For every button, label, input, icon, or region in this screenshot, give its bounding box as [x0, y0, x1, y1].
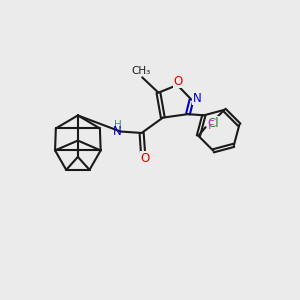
Text: Cl: Cl	[207, 116, 219, 130]
Text: F: F	[208, 119, 214, 132]
Text: O: O	[173, 75, 183, 88]
Text: N: N	[113, 125, 122, 138]
Text: O: O	[141, 152, 150, 165]
Text: N: N	[193, 92, 201, 105]
Text: CH₃: CH₃	[131, 66, 150, 76]
Text: H: H	[114, 120, 122, 130]
